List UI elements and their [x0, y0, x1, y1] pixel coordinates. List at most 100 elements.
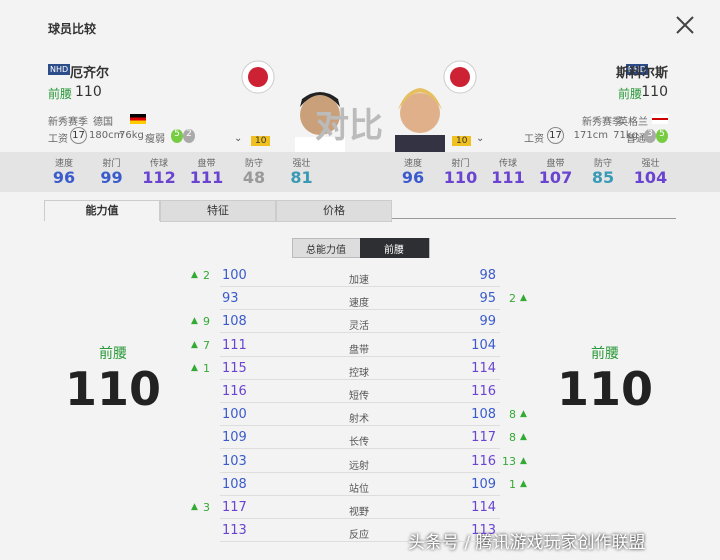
- summary-rating: 110: [556, 362, 654, 416]
- attr-name: 加速: [349, 275, 369, 286]
- attr-name: 控球: [349, 367, 369, 379]
- attr-name: 视野: [349, 507, 369, 518]
- row-line: [220, 518, 500, 519]
- attr-name: 灵活: [349, 321, 369, 333]
- attr-name: 射术: [349, 414, 369, 426]
- weak-foot: 3: [644, 129, 656, 143]
- row-line: [220, 448, 500, 450]
- right-value: 116: [471, 453, 496, 469]
- player-position: 前腰: [617, 87, 642, 101]
- row-line: [220, 402, 500, 403]
- weight: 71kg: [613, 130, 638, 141]
- stat-value: 99: [100, 168, 123, 187]
- right-value: 109: [471, 476, 496, 492]
- stat-value: 96: [52, 168, 76, 187]
- stat-value: 107: [538, 168, 573, 187]
- left-value: 117: [222, 500, 247, 515]
- row-line: [220, 425, 500, 427]
- stat-value: 111: [491, 168, 525, 187]
- subtab[interactable]: 总能力值: [306, 245, 346, 256]
- right-value: 108: [471, 407, 496, 423]
- wage-label: 工资: [48, 134, 68, 145]
- right-value: 116: [471, 384, 496, 399]
- vs-text: 对比: [315, 106, 383, 146]
- player-name: 厄齐尔: [70, 66, 110, 81]
- stat-value: 112: [142, 168, 176, 187]
- up-arrow: ▲: [520, 455, 527, 466]
- left-value: 113: [222, 523, 247, 539]
- player-season: 新秀赛季: [582, 117, 622, 128]
- right-value: 117: [471, 430, 496, 446]
- left-value: 103: [222, 453, 247, 469]
- up-arrow: ▲: [191, 270, 198, 280]
- attr-name: 短传: [349, 391, 369, 402]
- left-diff: 7: [203, 338, 210, 352]
- attr-name: 反应: [349, 530, 369, 542]
- stats-bar: [0, 152, 720, 192]
- row-line: [220, 286, 500, 287]
- row-line: [220, 494, 500, 496]
- player-position: 前腰: [48, 87, 73, 101]
- attr-name: 远射: [349, 460, 369, 472]
- summary-rating: 110: [64, 362, 162, 416]
- left-value: 108: [222, 476, 247, 492]
- player-rating: 110: [641, 84, 668, 100]
- up-arrow: ▲: [520, 432, 527, 443]
- right-diff: 8: [509, 408, 516, 422]
- title: 球员比较: [48, 22, 97, 36]
- left-value: 100: [222, 268, 247, 283]
- skill: 2: [183, 129, 195, 143]
- player-nation: 英格兰: [618, 117, 648, 128]
- stat-value: 104: [633, 168, 668, 187]
- stat-label: 盘带: [546, 159, 565, 169]
- tab[interactable]: 价格: [276, 200, 392, 222]
- left-value: 111: [222, 337, 247, 353]
- wage-label: 工资: [524, 134, 544, 145]
- stat-label: 射门: [451, 159, 470, 169]
- row-line: [220, 309, 500, 311]
- wage: 17: [70, 127, 87, 144]
- up-arrow: ▲: [520, 293, 527, 304]
- dropdown[interactable]: ⌄: [234, 133, 243, 144]
- boost: 10: [452, 136, 472, 146]
- left-value: 108: [222, 314, 247, 330]
- stat-value: 48: [242, 168, 266, 187]
- player-rating: 110: [75, 84, 102, 100]
- up-arrow: ▲: [191, 502, 198, 512]
- build: 瘦弱: [145, 134, 165, 145]
- build: 普通: [626, 134, 646, 145]
- tab[interactable]: 特征: [160, 200, 276, 222]
- right-value: 99: [479, 314, 496, 330]
- tab[interactable]: 能力值: [44, 200, 160, 221]
- summary-position: 前腰: [99, 346, 127, 362]
- attr-name: 盘带: [349, 344, 369, 356]
- skill: 5: [656, 129, 668, 143]
- weight: 76kg: [119, 130, 144, 141]
- player-season: 新秀赛季: [48, 117, 88, 128]
- left-value: 116: [222, 384, 247, 399]
- right-diff: 1: [509, 477, 516, 491]
- stat-value: 110: [443, 168, 478, 187]
- stat-value: 81: [290, 168, 313, 187]
- up-arrow: ▲: [520, 478, 527, 489]
- row-line: [220, 471, 500, 473]
- right-diff: 2: [509, 292, 516, 306]
- row-line: [220, 541, 500, 543]
- attr-name: 速度: [349, 298, 369, 310]
- player-nation: 德国: [93, 117, 113, 128]
- stat-label: 传球: [498, 159, 517, 169]
- up-arrow: ▲: [191, 316, 198, 327]
- attr-name: 长传: [349, 437, 369, 449]
- stat-label: 射门: [102, 159, 121, 169]
- stat-label: 强壮: [292, 159, 311, 169]
- stat-label: 盘带: [197, 159, 216, 169]
- wage: 17: [547, 127, 564, 144]
- subtab[interactable]: 前腰: [384, 245, 404, 256]
- up-arrow: ▲: [191, 339, 198, 350]
- close-button[interactable]: [674, 14, 696, 36]
- stat-value: 96: [401, 168, 425, 187]
- row-line: [220, 378, 500, 380]
- dropdown[interactable]: ⌄: [476, 133, 485, 144]
- right-value: 95: [479, 291, 496, 307]
